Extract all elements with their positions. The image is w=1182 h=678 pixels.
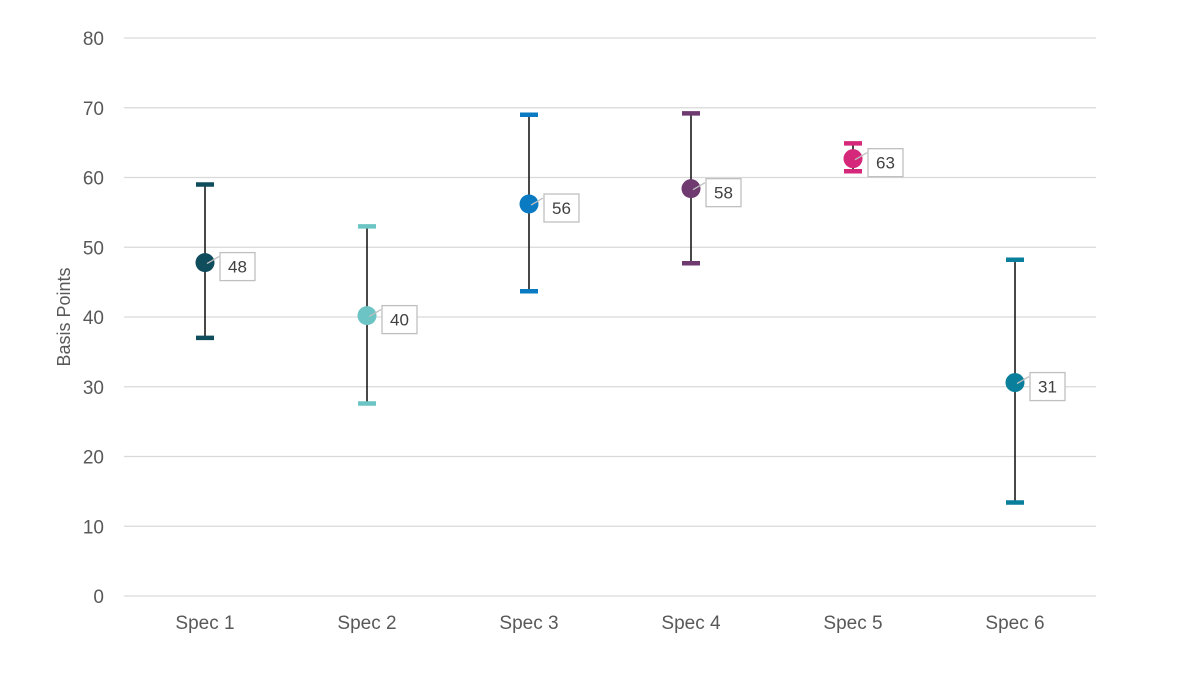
x-tick-label: Spec 2 bbox=[337, 613, 396, 634]
data-label: 48 bbox=[228, 258, 247, 277]
y-tick-label: 30 bbox=[83, 378, 104, 399]
y-tick-label: 40 bbox=[83, 308, 104, 329]
x-tick-label: Spec 5 bbox=[823, 613, 882, 634]
y-tick-label: 60 bbox=[83, 169, 104, 190]
data-label-box bbox=[867, 148, 904, 178]
data-label-leader bbox=[206, 256, 220, 265]
y-tick-label: 10 bbox=[83, 517, 104, 538]
y-tick-label: 70 bbox=[83, 99, 104, 120]
x-tick-label: Spec 1 bbox=[175, 613, 234, 634]
data-label: 63 bbox=[876, 154, 895, 173]
data-label-box bbox=[381, 304, 418, 335]
data-point-group: 31 bbox=[1005, 257, 1066, 505]
data-label-box bbox=[1029, 371, 1066, 402]
data-label-leader bbox=[692, 182, 706, 191]
data-marker bbox=[1005, 373, 1025, 393]
data-marker bbox=[195, 253, 215, 273]
data-point-group: 56 bbox=[519, 112, 580, 294]
x-axis-ticks: Spec 1 Spec 2 Spec 3 Spec 4 Spec 5 Spec 6 bbox=[175, 613, 1044, 634]
data-label-box bbox=[705, 178, 742, 208]
data-label: 56 bbox=[552, 199, 571, 218]
grid-lines bbox=[124, 37, 1096, 597]
y-tick-label: 80 bbox=[83, 29, 104, 50]
data-point-group: 48 bbox=[195, 182, 256, 341]
y-axis-ticks: 0 10 20 30 40 50 60 70 80 bbox=[83, 29, 104, 608]
data-series: 48 40 56 58 63 31 bbox=[195, 111, 1066, 505]
data-marker bbox=[357, 306, 377, 326]
x-tick-label: Spec 3 bbox=[499, 613, 558, 634]
data-label-leader bbox=[530, 197, 544, 206]
data-label: 40 bbox=[390, 311, 409, 330]
x-tick-label: Spec 4 bbox=[661, 613, 721, 634]
data-label-leader bbox=[368, 309, 382, 318]
data-point-group: 40 bbox=[357, 224, 418, 406]
y-tick-label: 0 bbox=[93, 587, 104, 608]
data-label-leader bbox=[1016, 376, 1030, 385]
data-label: 58 bbox=[714, 184, 733, 203]
data-marker bbox=[843, 149, 863, 169]
data-point-group: 58 bbox=[681, 111, 742, 266]
data-point-group: 63 bbox=[843, 141, 904, 178]
y-axis-title: Basis Points bbox=[54, 267, 74, 366]
x-tick-label: Spec 6 bbox=[985, 613, 1044, 634]
y-tick-label: 50 bbox=[83, 238, 104, 259]
data-marker bbox=[681, 179, 701, 199]
y-tick-label: 20 bbox=[83, 448, 104, 469]
data-label-box bbox=[543, 193, 580, 223]
data-label-box bbox=[219, 251, 256, 282]
data-label-leader bbox=[854, 152, 868, 161]
data-marker bbox=[519, 194, 539, 214]
data-label: 31 bbox=[1038, 378, 1057, 397]
